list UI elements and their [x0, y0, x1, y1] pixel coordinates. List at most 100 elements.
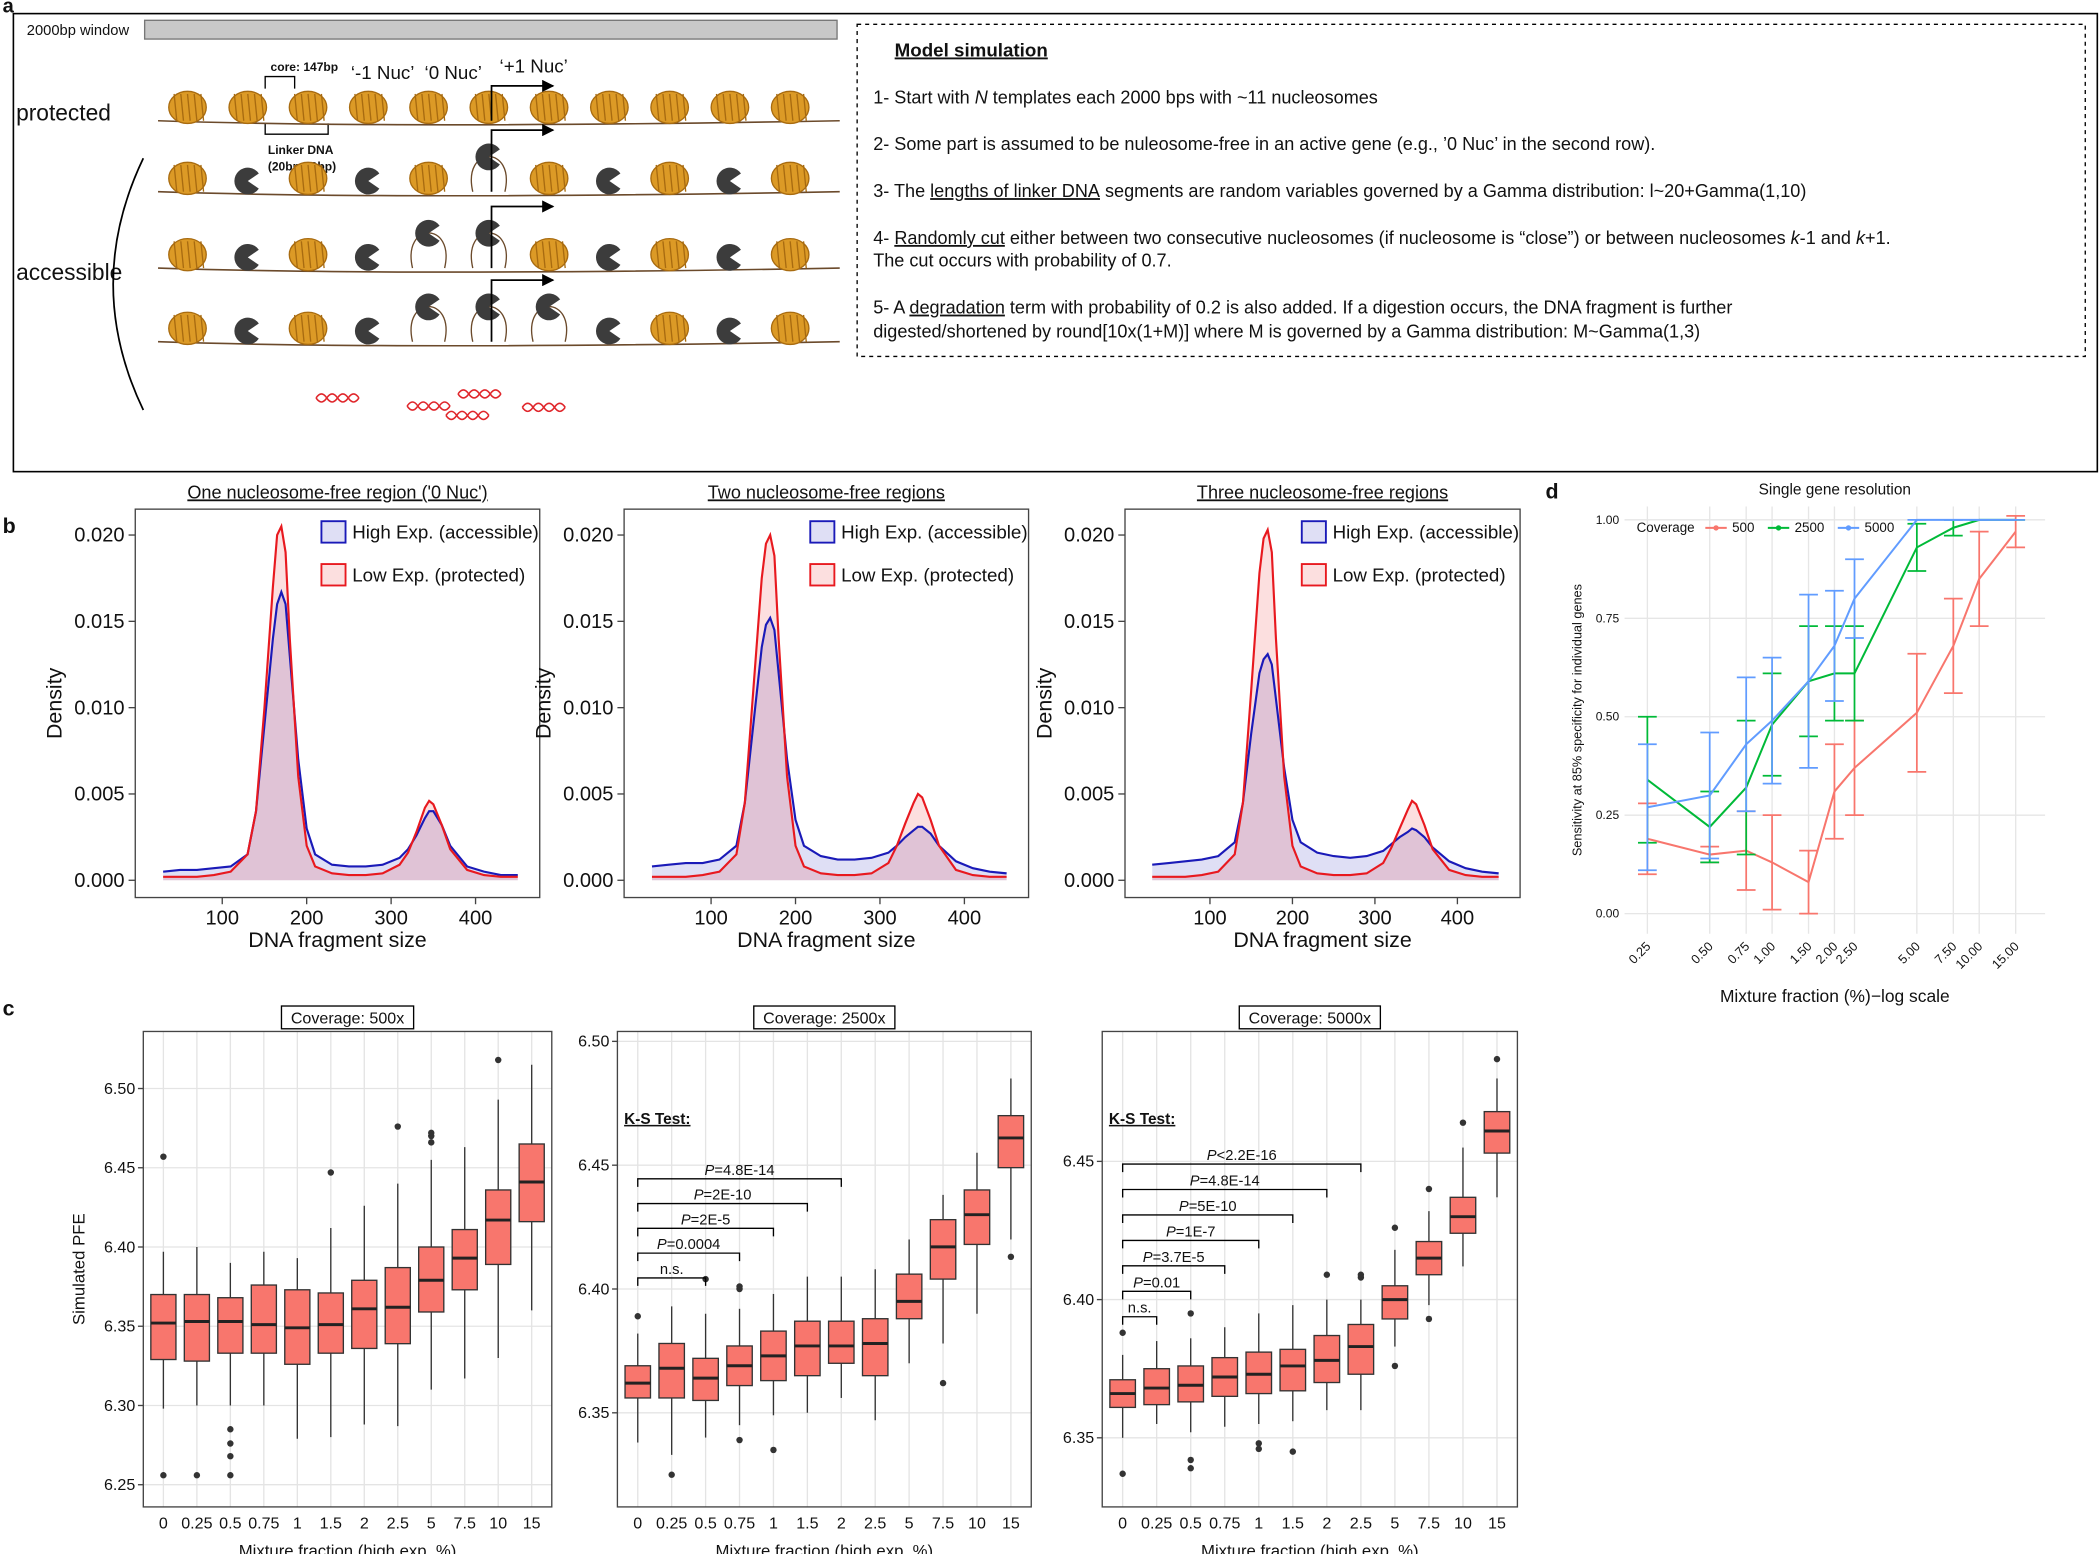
nucleosome-stripe: [501, 93, 506, 121]
outlier: [160, 1472, 167, 1479]
y-tick-label: 6.45: [1063, 1153, 1094, 1171]
model-step: The cut occurs with probability of 0.7.: [873, 251, 1171, 271]
nucleosome-stripe: [240, 93, 245, 121]
nucleosome-stripe: [314, 314, 319, 342]
x-tick-label: 0.25: [181, 1514, 212, 1532]
box: [384, 1266, 411, 1345]
nucleosome-stripe: [260, 93, 265, 121]
legend-label: High Exp. (accessible): [1333, 522, 1520, 543]
nucleosome-stripe: [776, 164, 781, 192]
nucleosome-stripe: [180, 241, 185, 269]
nucleosome-stripe: [427, 93, 432, 121]
outlier: [394, 1123, 401, 1130]
y-tick-label: 0.005: [74, 784, 124, 806]
nucleosome-stripe: [293, 164, 298, 192]
x-tick-label: 2: [837, 1514, 846, 1532]
nucleosome-stripe: [608, 93, 613, 121]
bracket: [1121, 1265, 1226, 1274]
bracket: [637, 1178, 842, 1187]
error-bar: [1799, 849, 1818, 915]
nucleosome-stripe: [320, 93, 325, 121]
legend-swatch: [1300, 520, 1327, 544]
bracket: [637, 1202, 809, 1212]
legend-swatch: [809, 520, 836, 544]
box: [963, 1189, 991, 1246]
nucleosome-stripe: [655, 314, 660, 342]
nucleosome-stripe: [186, 314, 191, 342]
x-tick-label: 0.5: [219, 1514, 241, 1532]
step-text: k: [1856, 228, 1866, 248]
nucleosome-stripe: [300, 164, 305, 192]
plot-panel: [143, 1031, 552, 1507]
y-axis-label: Density: [43, 667, 67, 739]
outlier: [1119, 1329, 1126, 1336]
outlier: [1255, 1445, 1262, 1453]
nucleosome-stripe: [381, 93, 386, 121]
outlier: [736, 1436, 743, 1444]
x-tick-label: 2.5: [864, 1514, 886, 1532]
tss-arrow: [490, 274, 555, 342]
model-step: 3- The lengths of linker DNA segments ar…: [873, 181, 1806, 201]
error-bar: [1762, 814, 1782, 911]
box: [1347, 1323, 1375, 1375]
cutter: [535, 293, 561, 321]
nucleosome-stripe: [421, 93, 426, 121]
step-text: 2- Some part is assumed to be nuleosome-…: [873, 134, 1655, 154]
step-text: term with probability of 0.2 is also add…: [1005, 298, 1733, 318]
cutter: [475, 293, 500, 321]
nucleosome-stripe: [561, 93, 566, 121]
bracket: [637, 1277, 707, 1286]
nucleosome-stripe: [427, 164, 432, 192]
nucleosome-stripe: [441, 93, 446, 121]
y-tick-label: 6.45: [104, 1159, 135, 1177]
nucleosome-stripe: [186, 93, 191, 121]
nucleosome-stripe: [200, 164, 205, 192]
nucleosome-stripe: [320, 164, 325, 192]
tss-arrow: [490, 124, 555, 192]
nucleosome-stripe: [314, 241, 319, 269]
x-tick-label: 200: [290, 907, 324, 929]
x-tick-label: 1.00: [1750, 939, 1778, 967]
nucleosome-stripe: [655, 241, 660, 269]
legend-label: 500: [1732, 520, 1754, 535]
y-tick-label: 6.45: [578, 1157, 609, 1175]
nucleosome-stripe: [675, 314, 680, 342]
error-bar: [1799, 593, 1818, 769]
nucleosome-stripe: [796, 164, 801, 192]
linker-bracket: [264, 123, 329, 135]
dna-fragment: [445, 410, 490, 421]
step-text: 5- A: [873, 298, 909, 318]
y-tick-label: 0.015: [563, 611, 613, 633]
nucleosome-stripe: [186, 164, 191, 192]
box: [217, 1297, 244, 1354]
x-tick-label: 15: [1488, 1514, 1506, 1532]
nuc-label: ‘+1 Nuc’: [500, 56, 568, 77]
box: [827, 1320, 855, 1364]
plot-panel: [617, 1031, 1032, 1507]
error-bar: [2006, 515, 2026, 549]
box: [183, 1293, 211, 1362]
nucleosome-stripe: [668, 93, 673, 121]
density-line: [1152, 652, 1499, 875]
step-text: +1.: [1865, 228, 1891, 248]
legend-swatch: [320, 520, 347, 544]
nucleosome-stripe: [300, 241, 305, 269]
x-tick-label: 2.5: [1350, 1514, 1372, 1532]
y-tick-label: 0.000: [1064, 870, 1114, 892]
error-bar: [1637, 743, 1657, 872]
nucleosome-stripe: [193, 164, 198, 192]
nucleosome-stripe: [200, 314, 205, 342]
x-tick-label: 400: [459, 907, 493, 929]
box: [1381, 1285, 1409, 1320]
bracket: [1121, 1188, 1328, 1198]
nucleosome-diagram: [158, 79, 840, 421]
model-box: [856, 23, 2086, 358]
x-tick-label: 0.75: [1724, 939, 1752, 967]
x-tick-label: 1: [769, 1514, 778, 1532]
cutter: [415, 293, 440, 321]
outlier: [227, 1472, 234, 1479]
nucleosome-stripe: [802, 93, 807, 121]
nucleosome-stripe: [474, 93, 479, 121]
